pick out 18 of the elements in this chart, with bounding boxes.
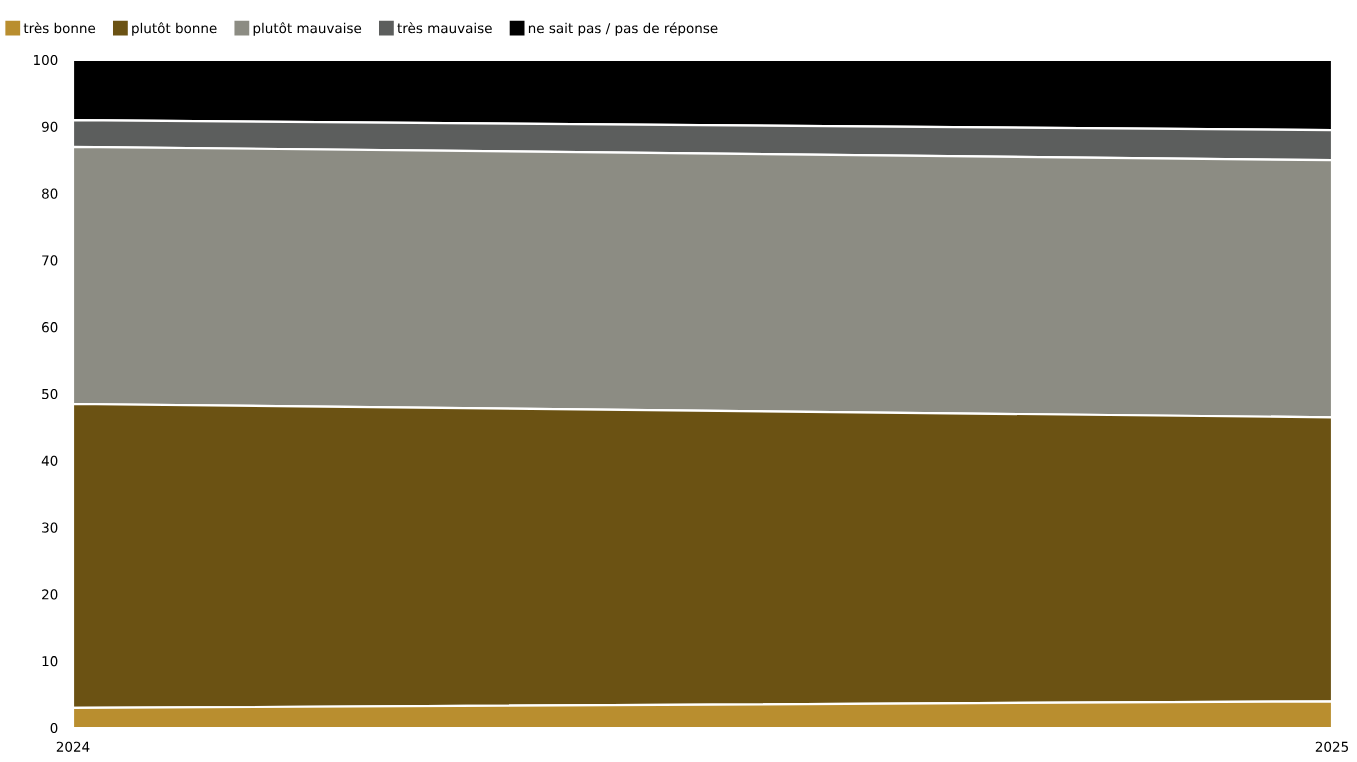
y-tick-label: 80 <box>42 188 58 199</box>
y-tick-label: 70 <box>42 255 58 266</box>
legend-label: plutôt bonne <box>132 22 217 36</box>
y-tick-label: 50 <box>42 388 58 400</box>
y-tick-label: 20 <box>42 589 58 600</box>
y-tick-label: 10 <box>42 656 58 667</box>
legend-label: ne sait pas / pas de réponse <box>528 22 718 36</box>
y-tick-label: 30 <box>42 522 58 533</box>
y-tick-label: 60 <box>42 322 58 333</box>
y-tick-label: 0 <box>50 722 58 734</box>
y-tick-label: 100 <box>34 54 58 66</box>
legend-label: très bonne <box>23 22 96 34</box>
x-tick-label: 2024 <box>56 741 90 752</box>
y-tick-label: 40 <box>41 455 58 466</box>
y-tick-label: 90 <box>41 121 58 132</box>
legend-label: plutôt mauvaise <box>253 22 362 36</box>
legend-label: très mauvaise <box>397 22 492 34</box>
x-tick-label: 2025 <box>1315 741 1348 752</box>
